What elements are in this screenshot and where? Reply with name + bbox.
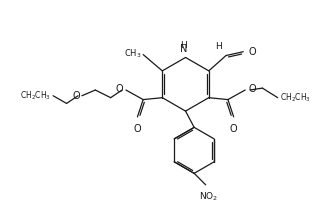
Text: O: O bbox=[72, 91, 80, 101]
Text: H: H bbox=[215, 42, 222, 51]
Text: O: O bbox=[116, 84, 123, 94]
Text: CH$_2$CH$_3$: CH$_2$CH$_3$ bbox=[279, 91, 311, 104]
Text: N: N bbox=[180, 44, 187, 54]
Text: CH$_2$CH$_3$: CH$_2$CH$_3$ bbox=[20, 90, 51, 102]
Text: H: H bbox=[180, 41, 187, 50]
Text: NO$_2$: NO$_2$ bbox=[199, 191, 218, 203]
Text: O: O bbox=[134, 124, 141, 134]
Text: CH$_3$: CH$_3$ bbox=[124, 47, 141, 60]
Text: O: O bbox=[248, 84, 256, 94]
Text: O: O bbox=[230, 124, 238, 134]
Text: O: O bbox=[248, 47, 256, 57]
